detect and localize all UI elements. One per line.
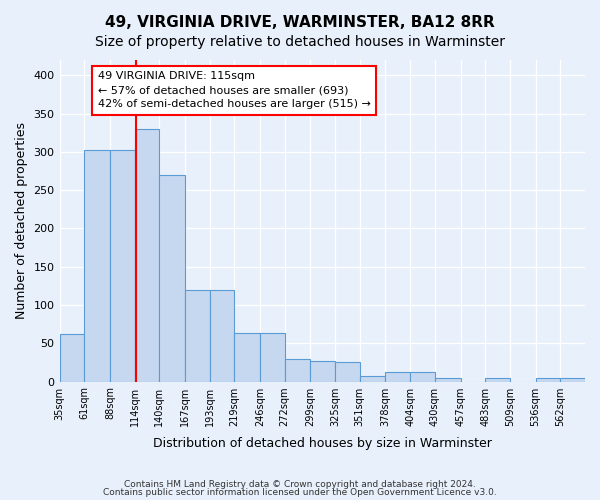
Y-axis label: Number of detached properties: Number of detached properties	[15, 122, 28, 320]
Text: 49, VIRGINIA DRIVE, WARMINSTER, BA12 8RR: 49, VIRGINIA DRIVE, WARMINSTER, BA12 8RR	[105, 15, 495, 30]
Bar	[360, 376, 385, 382]
Bar	[134, 129, 160, 382]
Bar	[310, 361, 335, 382]
Bar	[285, 360, 310, 382]
Bar	[536, 378, 560, 382]
Bar	[235, 334, 260, 382]
Bar	[435, 378, 461, 382]
Bar	[335, 362, 360, 382]
Bar	[84, 150, 110, 382]
Text: Contains HM Land Registry data © Crown copyright and database right 2024.: Contains HM Land Registry data © Crown c…	[124, 480, 476, 489]
Bar	[260, 334, 285, 382]
Bar	[160, 175, 185, 382]
X-axis label: Distribution of detached houses by size in Warminster: Distribution of detached houses by size …	[153, 437, 492, 450]
Bar	[185, 290, 209, 382]
Text: Size of property relative to detached houses in Warminster: Size of property relative to detached ho…	[95, 35, 505, 49]
Bar	[410, 372, 435, 382]
Text: Contains public sector information licensed under the Open Government Licence v3: Contains public sector information licen…	[103, 488, 497, 497]
Text: 49 VIRGINIA DRIVE: 115sqm
← 57% of detached houses are smaller (693)
42% of semi: 49 VIRGINIA DRIVE: 115sqm ← 57% of detac…	[98, 72, 370, 110]
Bar	[560, 378, 585, 382]
Bar	[485, 378, 510, 382]
Bar	[385, 372, 410, 382]
Bar	[59, 334, 84, 382]
Bar	[110, 150, 134, 382]
Bar	[209, 290, 235, 382]
